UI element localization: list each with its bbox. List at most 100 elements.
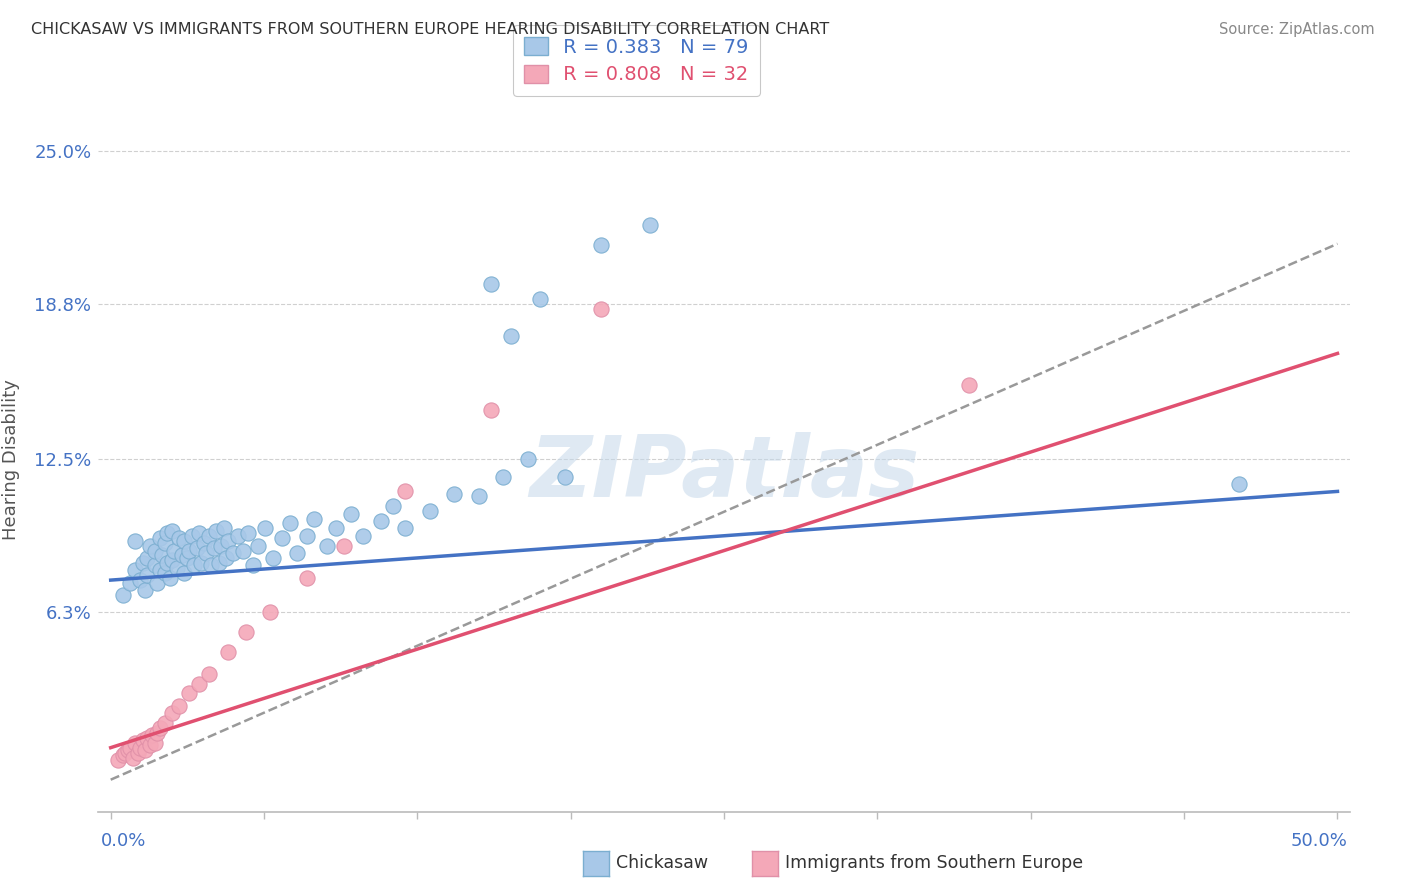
Point xyxy=(285,546,308,560)
Point xyxy=(304,511,326,525)
Point xyxy=(195,546,218,560)
Point xyxy=(149,531,172,545)
Legend:  R = 0.383   N = 79,  R = 0.808   N = 32: R = 0.383 N = 79, R = 0.808 N = 32 xyxy=(513,25,761,96)
Point xyxy=(141,728,163,742)
Point xyxy=(179,543,201,558)
Point xyxy=(129,740,152,755)
Point xyxy=(222,546,245,560)
Point xyxy=(153,716,176,731)
Point xyxy=(202,541,225,555)
Point xyxy=(212,521,235,535)
Point xyxy=(136,550,159,565)
Point xyxy=(271,531,294,545)
Point xyxy=(134,743,156,757)
Point xyxy=(246,539,269,553)
Point xyxy=(1227,477,1250,491)
Text: CHICKASAW VS IMMIGRANTS FROM SOUTHERN EUROPE HEARING DISABILITY CORRELATION CHAR: CHICKASAW VS IMMIGRANTS FROM SOUTHERN EU… xyxy=(31,22,830,37)
Point xyxy=(640,219,662,233)
Point xyxy=(259,605,281,619)
Point xyxy=(467,489,489,503)
Point xyxy=(120,575,142,590)
Point xyxy=(554,469,576,483)
Point xyxy=(226,529,249,543)
Text: ZIPatlas: ZIPatlas xyxy=(529,432,920,515)
Point xyxy=(370,514,392,528)
Point xyxy=(117,743,139,757)
Point xyxy=(127,746,149,760)
Point xyxy=(146,726,169,740)
Point xyxy=(179,686,201,700)
Point xyxy=(129,573,152,587)
Point xyxy=(591,302,613,317)
Point xyxy=(217,533,239,548)
Point xyxy=(262,550,284,565)
Point xyxy=(188,676,211,690)
Point xyxy=(394,484,416,499)
Point xyxy=(254,521,277,535)
Point xyxy=(236,526,259,541)
Point xyxy=(205,524,228,538)
Point xyxy=(114,746,136,760)
Point xyxy=(160,524,183,538)
Text: Chickasaw: Chickasaw xyxy=(616,855,709,872)
Point xyxy=(479,277,502,292)
Point xyxy=(173,533,195,548)
Point xyxy=(124,533,146,548)
Point xyxy=(959,378,981,392)
Text: 50.0%: 50.0% xyxy=(1291,832,1347,850)
Point xyxy=(381,499,404,513)
Point xyxy=(215,550,238,565)
Point xyxy=(186,541,208,555)
Point xyxy=(160,706,183,721)
Point xyxy=(169,698,191,713)
Point xyxy=(143,736,166,750)
Point xyxy=(124,563,146,577)
Point xyxy=(443,487,465,501)
Point xyxy=(190,556,212,570)
Point xyxy=(492,469,515,483)
Point xyxy=(111,747,134,762)
Point xyxy=(516,452,538,467)
Point xyxy=(591,238,613,252)
Point xyxy=(232,543,254,558)
Point xyxy=(107,753,129,767)
Point xyxy=(333,539,356,553)
Point xyxy=(166,561,188,575)
Point xyxy=(295,571,318,585)
Point xyxy=(325,521,347,535)
Point xyxy=(208,556,231,570)
Point xyxy=(340,507,363,521)
Point xyxy=(170,549,193,563)
Point xyxy=(183,558,205,573)
Point xyxy=(150,549,173,563)
Y-axis label: Hearing Disability: Hearing Disability xyxy=(3,379,20,540)
Point xyxy=(139,738,162,752)
Point xyxy=(111,588,134,602)
Point xyxy=(242,558,264,573)
Point xyxy=(136,568,159,582)
Point xyxy=(193,536,215,550)
Point xyxy=(139,539,162,553)
Point xyxy=(153,536,176,550)
Text: 0.0%: 0.0% xyxy=(101,832,146,850)
Point xyxy=(198,666,221,681)
Point xyxy=(419,504,441,518)
Point xyxy=(173,566,195,580)
Point xyxy=(159,571,181,585)
Point xyxy=(315,539,337,553)
Point xyxy=(124,736,146,750)
Point xyxy=(160,553,183,567)
Point xyxy=(235,624,257,639)
Point xyxy=(198,529,221,543)
Point xyxy=(149,563,172,577)
Point xyxy=(156,556,179,570)
Point xyxy=(180,529,202,543)
Point xyxy=(143,558,166,573)
Point xyxy=(499,329,522,343)
Point xyxy=(153,566,176,580)
Point xyxy=(209,539,232,553)
Point xyxy=(217,644,239,658)
Point xyxy=(146,575,169,590)
Point xyxy=(295,529,318,543)
Point xyxy=(176,550,198,565)
